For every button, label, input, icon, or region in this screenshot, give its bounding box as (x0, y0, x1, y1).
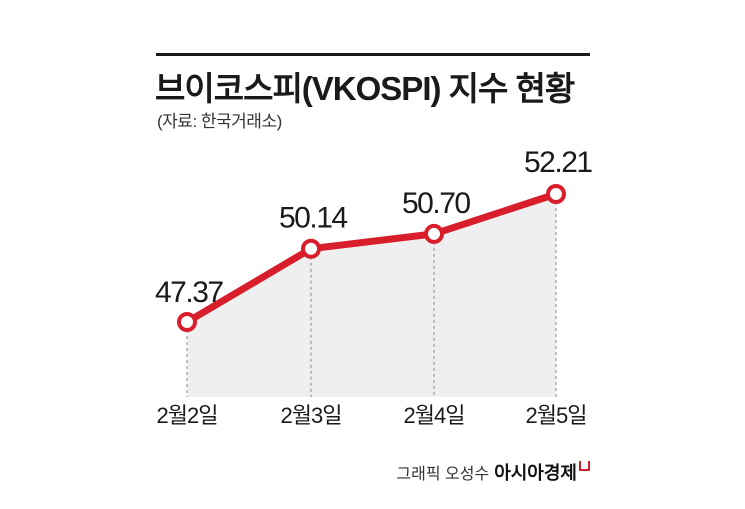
value-label: 50.14 (279, 202, 347, 235)
graphic-credit: 그래픽 오성수 (396, 466, 490, 483)
x-axis-label: 2월3일 (281, 403, 342, 428)
value-label: 50.70 (402, 187, 470, 220)
brand-logo: 아시아경제 (494, 463, 577, 483)
credit: 그래픽 오성수 아시아경제 (396, 459, 590, 485)
value-labels: 47.37 50.14 50.70 52.21 (155, 146, 594, 309)
data-point-marker (424, 223, 444, 244)
chart-title: 브이코스피(VKOSPI) 지수 현황 (155, 70, 575, 107)
data-point-marker (177, 312, 197, 332)
value-label: 47.37 (155, 276, 223, 309)
x-axis-label: 2월2일 (157, 403, 218, 428)
x-axis-labels: 2월2일 2월3일 2월4일 2월5일 (157, 403, 588, 428)
guide-lines (186, 202, 557, 397)
top-rule (156, 53, 590, 56)
data-point-marker (301, 238, 321, 259)
value-label: 52.21 (524, 146, 592, 179)
brand-mark-icon (579, 461, 590, 471)
x-axis-label: 2월4일 (404, 403, 465, 428)
data-points (177, 184, 566, 332)
chart-source: (자료: 한국거래소) (157, 112, 282, 131)
area-fill (187, 194, 556, 397)
data-point-marker (546, 184, 566, 204)
x-axis-label: 2월5일 (526, 403, 587, 428)
data-line (183, 190, 560, 326)
